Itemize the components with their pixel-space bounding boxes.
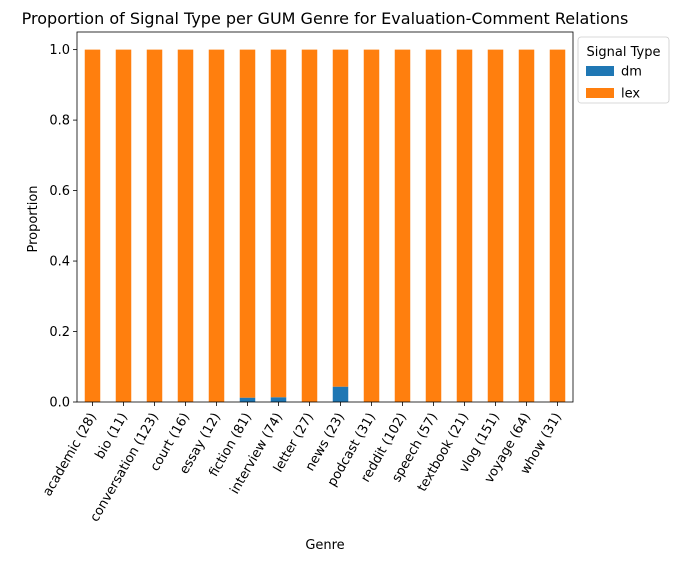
y-tick-label: 0.2 bbox=[49, 325, 70, 340]
legend-swatch-dm bbox=[586, 66, 614, 76]
legend-box bbox=[577, 36, 670, 104]
y-axis-label: Proportion bbox=[26, 185, 41, 252]
y-tick-label: 0.0 bbox=[49, 396, 70, 411]
y-tick-label: 1.0 bbox=[49, 43, 70, 58]
bar-lex-5 bbox=[239, 49, 256, 398]
bar-lex-11 bbox=[425, 49, 442, 403]
legend-title: Signal Type bbox=[587, 45, 661, 60]
x-axis: academic (28)bio (11)conversation (123)c… bbox=[40, 402, 565, 525]
bar-lex-10 bbox=[394, 49, 411, 403]
bar-dm-6 bbox=[270, 397, 287, 402]
bar-lex-7 bbox=[301, 49, 318, 403]
bar-lex-3 bbox=[177, 49, 194, 403]
bar-lex-13 bbox=[487, 49, 504, 403]
y-tick-label: 0.8 bbox=[49, 114, 70, 129]
legend-swatch-lex bbox=[586, 88, 614, 98]
bar-lex-12 bbox=[456, 49, 473, 403]
plot-frame bbox=[76, 31, 574, 403]
x-axis-label: Genre bbox=[305, 538, 344, 553]
bar-lex-4 bbox=[208, 49, 225, 403]
legend-label-lex: lex bbox=[621, 87, 640, 102]
bar-lex-14 bbox=[518, 49, 535, 403]
bar-lex-8 bbox=[332, 49, 349, 387]
y-tick-label: 0.6 bbox=[49, 184, 70, 199]
y-tick-label: 0.4 bbox=[49, 255, 70, 270]
bar-lex-0 bbox=[84, 49, 101, 403]
plot-area bbox=[76, 31, 574, 403]
y-axis: 0.0 0.2 0.4 0.6 0.8 1.0 bbox=[49, 43, 77, 411]
bar-dm-8 bbox=[332, 386, 349, 402]
bar-lex-9 bbox=[363, 49, 380, 403]
x-tick-label: academic (28) bbox=[40, 411, 100, 500]
bar-lex-6 bbox=[270, 49, 287, 398]
legend-label-dm: dm bbox=[621, 65, 642, 80]
bar-lex-15 bbox=[549, 49, 566, 403]
legend: Signal Type dm lex bbox=[577, 36, 670, 104]
bar-dm-5 bbox=[239, 397, 256, 402]
bar-lex-2 bbox=[146, 49, 163, 403]
bar-lex-1 bbox=[115, 49, 132, 403]
chart-title: Proportion of Signal Type per GUM Genre … bbox=[22, 9, 629, 28]
